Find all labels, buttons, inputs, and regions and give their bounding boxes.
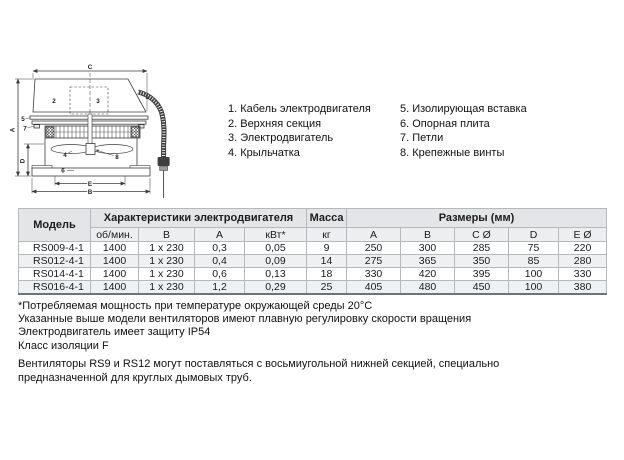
cell-model: RS012-4-1: [18, 254, 91, 268]
subheader-dim-b: B: [400, 227, 456, 242]
subheader-amp: А: [194, 227, 245, 242]
cell-model: RS014-4-1: [18, 267, 91, 281]
subheader-dim-d: D: [508, 227, 560, 242]
fan-side-view-diagram: C A D E B 1 2 3 4 8 5 7 6: [10, 64, 170, 198]
table-row: RS016-4-1 1400 1 x 230 1,2 0,29 25 405 4…: [18, 280, 608, 295]
subheader-dim-a: A: [346, 227, 402, 242]
col-group-motor: Характеристики электродвигателя: [89, 208, 308, 228]
subheader-rpm: об/мин.: [90, 227, 139, 242]
subheader-volt: В: [138, 227, 195, 242]
footnote-line: Указанные выше модели вентиляторов имеют…: [18, 313, 472, 326]
parts-legend-left: 1. Кабель электродвигателя 2. Верхняя се…: [228, 102, 371, 160]
dimension-line-d: [24, 143, 44, 177]
footnote-line: *Потребляемая мощность при температуре о…: [18, 300, 373, 312]
legend-item: 2. Верхняя секция: [228, 117, 322, 130]
table-row: RS014-4-1 1400 1 x 230 0,6 0,13 18 330 4…: [18, 267, 608, 281]
dimension-line-e: [54, 176, 126, 186]
dim-label-d: D: [20, 158, 27, 163]
part-label-7: 7: [23, 126, 27, 133]
legend-item: 5. Изолирующая вставка: [400, 103, 527, 115]
col-header-model: Модель: [18, 208, 91, 242]
grille-post-left: [45, 126, 55, 138]
footnote-line: Класс изоляции F: [18, 339, 109, 352]
legend-item: 1. Кабель электродвигателя: [228, 103, 371, 115]
dim-label-a: A: [10, 127, 17, 132]
part-label-4: 4: [63, 152, 67, 159]
legend-item: 7. Петли: [400, 132, 444, 145]
cable-gland: [157, 157, 170, 166]
part-label-3: 3: [96, 98, 100, 105]
part-label-5: 5: [21, 116, 25, 123]
dim-label-c: C: [88, 64, 93, 71]
cell-model: RS009-4-1: [18, 241, 91, 255]
footnote-line: Электродвигатель имеет защиту IP54: [18, 326, 211, 339]
part-label-6: 6: [61, 168, 65, 175]
dimension-line-b: [31, 178, 151, 194]
table-row: RS009-4-1 1400 1 x 230 0,3 0,05 9 250 30…: [18, 241, 608, 255]
cowl-shape: [32, 78, 147, 113]
parts-legend-right: 5. Изолирующая вставка 6. Опорная плита …: [400, 102, 527, 160]
octagonal-section-note: Вентиляторы RS9 и RS12 могут поставлятьс…: [18, 358, 500, 384]
subheader-dim-e: E Ø: [558, 227, 608, 242]
spec-table: Модель Характеристики электродвигателя М…: [18, 208, 608, 295]
subheader-kw: кВт*: [243, 227, 308, 242]
cable-path: [137, 89, 170, 198]
legend-item: 8. Крепежные винты: [400, 146, 505, 159]
impeller-hub: [85, 143, 96, 155]
base-plate: [31, 167, 151, 177]
hinge-block-left: [33, 124, 40, 129]
dim-label-e: E: [88, 181, 92, 188]
footnotes: *Потребляемая мощность при температуре о…: [18, 300, 471, 353]
shaft: [87, 113, 93, 146]
impeller-blade-left: [50, 144, 92, 154]
col-group-dimensions: Размеры (мм): [346, 208, 608, 228]
cell-model: RS016-4-1: [18, 280, 91, 295]
part-label-2: 2: [52, 98, 56, 105]
legend-item: 4. Крыльчатка: [228, 146, 300, 159]
grille-post-right: [130, 126, 140, 138]
dimension-line-c: [32, 69, 148, 111]
dim-label-b: B: [88, 189, 93, 196]
part-label-8: 8: [115, 154, 119, 161]
part-label-1: 1: [145, 94, 149, 101]
impeller-blade-right: [92, 144, 134, 154]
col-group-mass: Масса: [306, 208, 348, 228]
legend-item: 3. Электродвигатель: [228, 132, 334, 145]
subheader-kg: кг: [306, 227, 348, 242]
subheader-dim-c: C Ø: [454, 227, 510, 242]
table-row: RS012-4-1 1400 1 x 230 0,4 0,09 14 275 3…: [18, 254, 608, 268]
legend-item: 6. Опорная плита: [400, 117, 490, 130]
